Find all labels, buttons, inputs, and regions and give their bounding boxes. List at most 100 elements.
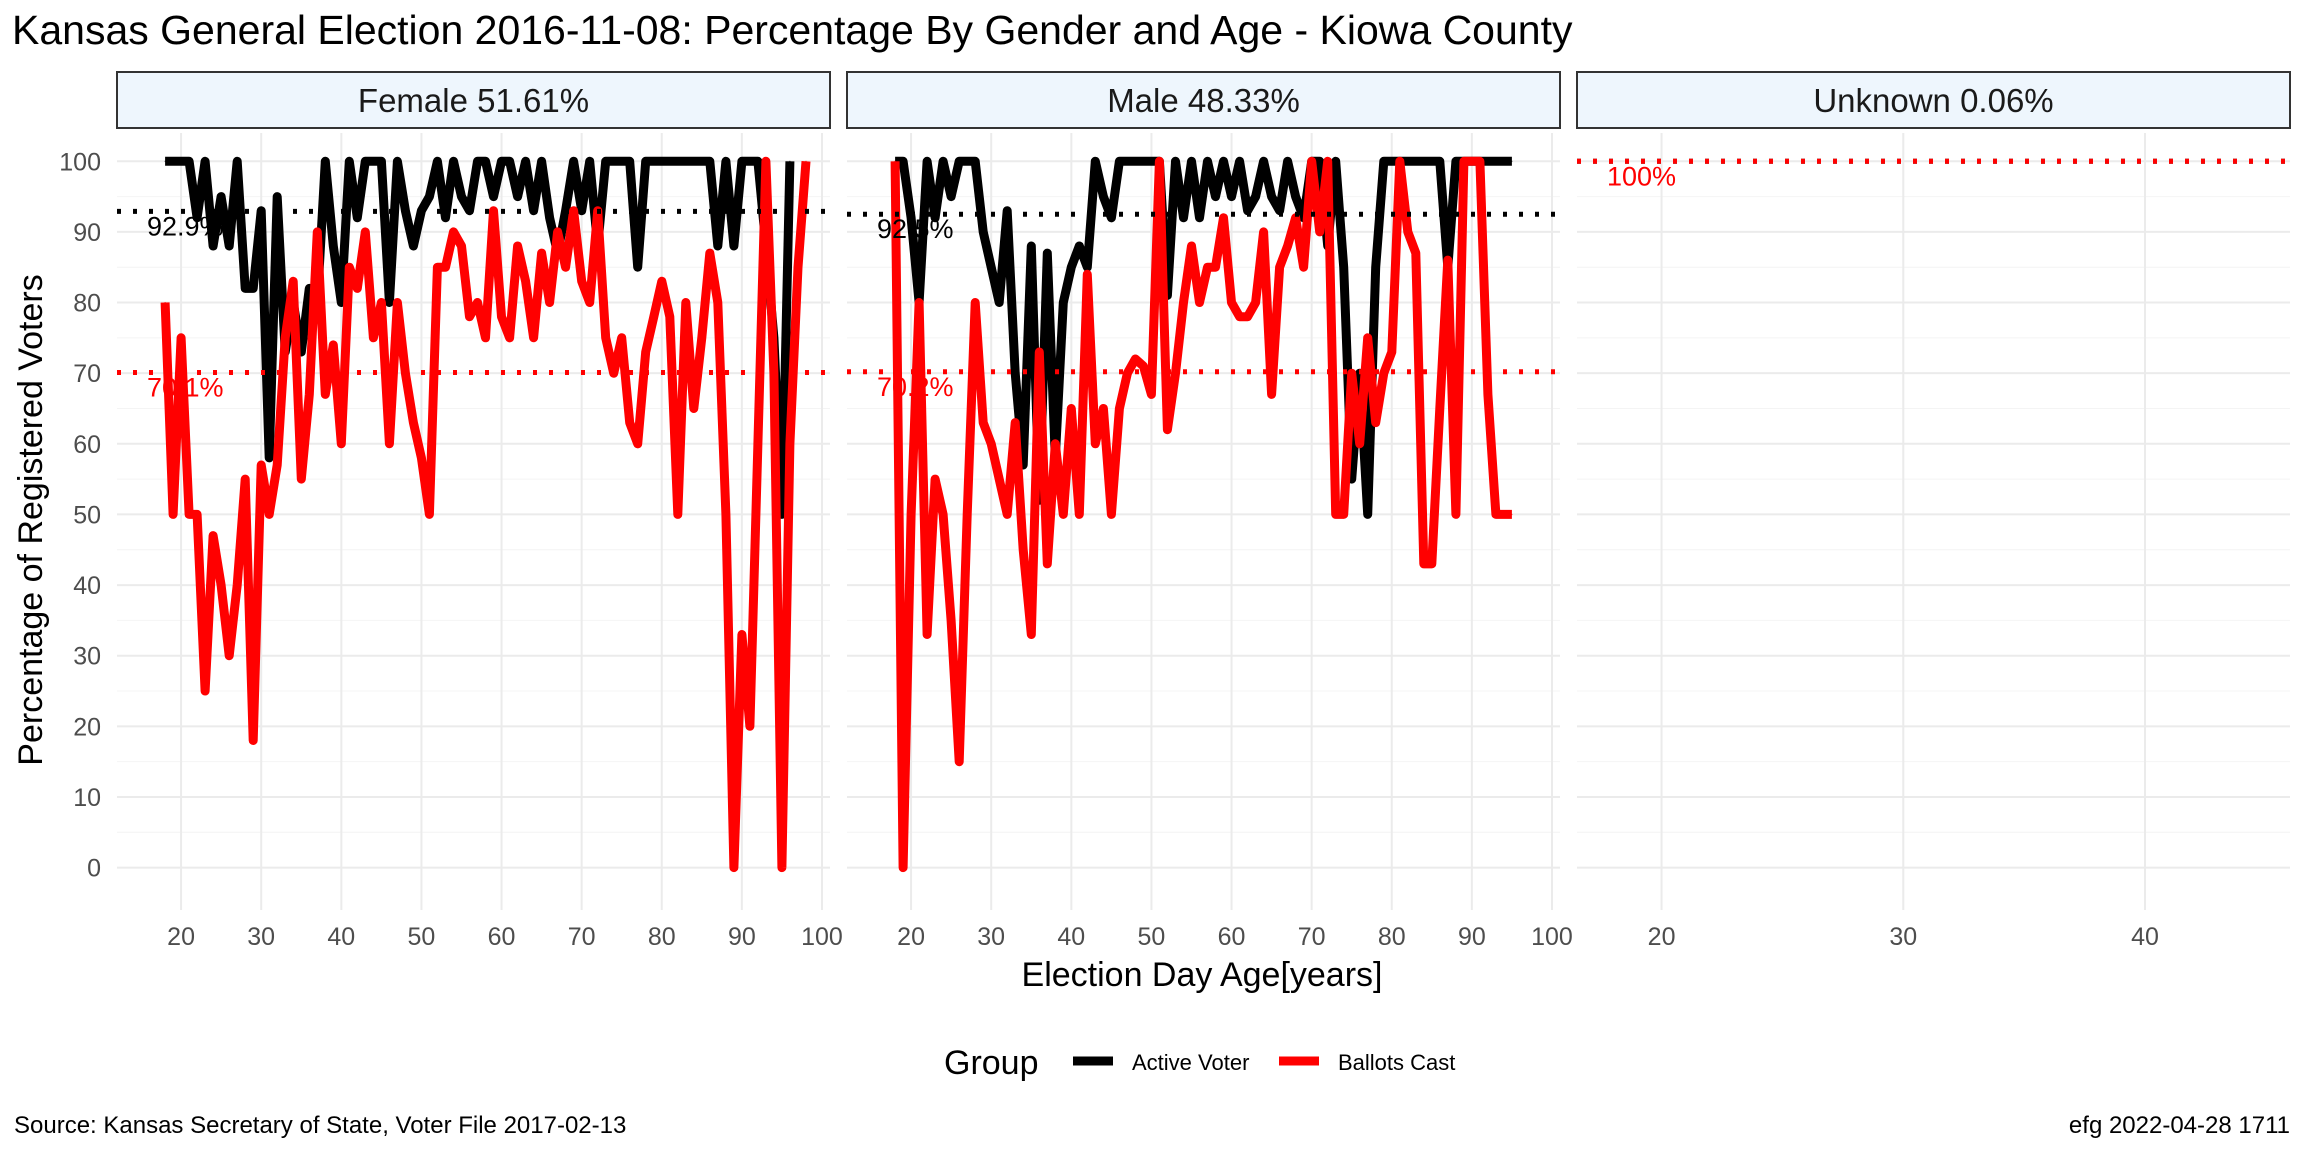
data-point-active-voter: [926, 160, 928, 162]
data-point-ballots-cast: [1086, 273, 1088, 275]
data-point-active-voter: [781, 513, 783, 515]
data-point-ballots-cast: [573, 210, 575, 212]
reference-label-ballots-cast: 100%: [1607, 161, 1676, 191]
data-point-ballots-cast: [1271, 393, 1273, 395]
data-point-ballots-cast: [621, 337, 623, 339]
data-point-ballots-cast: [1142, 365, 1144, 367]
x-axis-label: Election Day Age[years]: [1022, 956, 1383, 994]
data-point-active-voter: [1287, 160, 1289, 162]
data-point-ballots-cast: [1351, 372, 1353, 374]
data-point-ballots-cast: [428, 513, 430, 515]
x-tick-label: 60: [488, 923, 516, 951]
data-point-active-voter: [1191, 160, 1192, 162]
data-point-ballots-cast: [1447, 259, 1449, 261]
data-point-active-voter: [396, 160, 398, 162]
data-point-active-voter: [172, 160, 174, 162]
data-point-ballots-cast: [741, 634, 743, 635]
data-point-ballots-cast: [1479, 160, 1481, 162]
data-point-active-voter: [356, 217, 358, 219]
x-tick-label: 40: [1057, 923, 1085, 951]
y-tick-label: 100: [59, 148, 101, 176]
data-point-ballots-cast: [805, 160, 807, 162]
data-point-active-voter: [436, 160, 438, 162]
data-point-ballots-cast: [693, 408, 695, 409]
data-point-ballots-cast: [453, 231, 454, 233]
x-tick-label: 20: [1648, 923, 1676, 951]
legend-label-active-voter: Active Voter: [1132, 1050, 1249, 1075]
data-point-ballots-cast: [789, 443, 791, 445]
data-point-active-voter: [164, 160, 166, 162]
data-point-active-voter: [1495, 160, 1497, 162]
panel-unknown: Unknown 0.06% 20 30 40 100%: [1576, 71, 2291, 951]
data-point-active-voter: [308, 287, 310, 289]
data-point-active-voter: [1375, 266, 1377, 268]
facet-panels: Female 51.61% 20 30 40 50 60 70 80 90 100 0 10 20 30 4…: [59, 71, 2291, 951]
data-point-active-voter: [669, 160, 671, 162]
data-point-ballots-cast: [581, 280, 583, 282]
data-point-active-voter: [188, 160, 190, 162]
data-point-ballots-cast: [1134, 358, 1136, 360]
data-point-ballots-cast: [1263, 231, 1265, 233]
data-point-active-voter: [725, 160, 727, 162]
data-point-ballots-cast: [1343, 513, 1345, 515]
data-point-ballots-cast: [236, 584, 238, 586]
x-tick-label: 80: [648, 923, 676, 951]
y-tick-label: 20: [73, 713, 101, 741]
data-point-ballots-cast: [1319, 231, 1321, 233]
data-point-active-voter: [412, 245, 414, 247]
strip-label-unknown: Unknown 0.06%: [1813, 82, 2053, 119]
data-point-ballots-cast: [1239, 316, 1241, 318]
data-point-ballots-cast: [589, 302, 591, 303]
x-tick-label: 30: [1889, 923, 1917, 951]
reference-label-active-voter: 92.9%: [147, 211, 224, 241]
data-point-ballots-cast: [685, 302, 687, 303]
data-point-ballots-cast: [1094, 443, 1096, 445]
data-point-active-voter: [541, 160, 543, 162]
chart-title: Kansas General Election 2016-11-08: Perc…: [12, 7, 1573, 53]
data-point-active-voter: [902, 160, 904, 162]
data-point-ballots-cast: [749, 725, 751, 727]
data-point-active-voter: [1078, 245, 1080, 247]
data-point-ballots-cast: [1471, 160, 1473, 162]
data-point-active-voter: [1110, 217, 1112, 219]
data-point-ballots-cast: [629, 422, 631, 424]
data-point-active-voter: [974, 160, 976, 162]
x-tick-label: 70: [568, 923, 596, 951]
data-point-ballots-cast: [276, 464, 278, 466]
legend: Group Active Voter Ballots Cast: [944, 1044, 1455, 1082]
data-point-active-voter: [1439, 160, 1441, 162]
data-point-active-voter: [372, 160, 374, 162]
data-point-ballots-cast: [557, 231, 559, 233]
data-point-active-voter: [493, 196, 494, 198]
data-point-active-voter: [380, 160, 382, 162]
data-point-active-voter: [244, 287, 246, 289]
data-point-ballots-cast: [517, 245, 519, 247]
x-tick-label: 20: [167, 923, 195, 951]
legend-label-ballots-cast: Ballots Cast: [1338, 1050, 1455, 1075]
data-point-ballots-cast: [1415, 252, 1417, 254]
data-point-ballots-cast: [164, 302, 166, 303]
data-point-ballots-cast: [1022, 549, 1024, 551]
data-point-ballots-cast: [1126, 372, 1128, 374]
data-point-active-voter: [661, 160, 663, 162]
data-point-active-voter: [1102, 196, 1104, 198]
x-tick-label: 60: [1218, 923, 1246, 951]
data-point-ballots-cast: [1070, 408, 1072, 409]
data-point-ballots-cast: [477, 302, 478, 303]
data-point-active-voter: [196, 217, 198, 219]
data-point-ballots-cast: [894, 160, 896, 162]
data-point-active-voter: [1223, 160, 1224, 162]
data-point-ballots-cast: [324, 393, 326, 395]
data-point-ballots-cast: [1439, 408, 1441, 409]
reference-label-active-voter: 92.5%: [877, 214, 954, 244]
data-point-active-voter: [1207, 160, 1208, 162]
data-point-ballots-cast: [469, 316, 470, 318]
data-point-active-voter: [1415, 160, 1417, 162]
data-point-ballots-cast: [781, 867, 783, 869]
data-point-ballots-cast: [1367, 337, 1369, 339]
data-point-active-voter: [445, 217, 446, 219]
x-tick-label: 50: [408, 923, 436, 951]
data-point-ballots-cast: [926, 634, 928, 635]
data-point-ballots-cast: [364, 231, 366, 233]
data-point-active-voter: [741, 160, 743, 162]
